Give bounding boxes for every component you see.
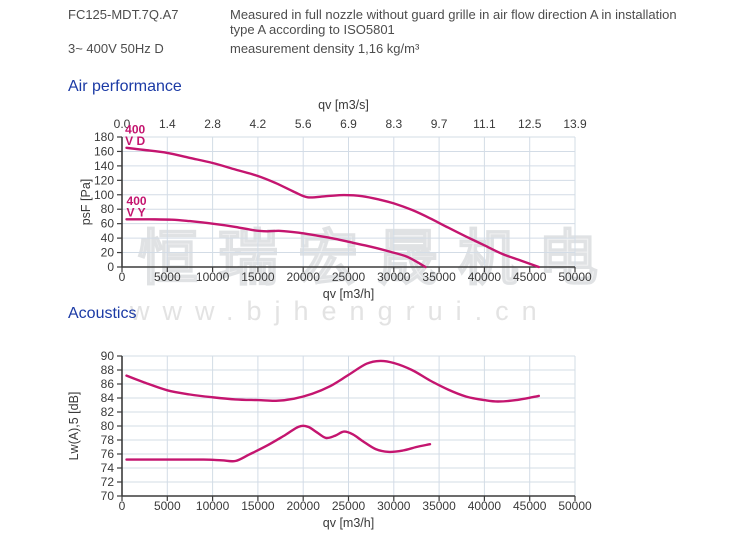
svg-text:45000: 45000: [513, 499, 547, 513]
svg-text:2.8: 2.8: [204, 117, 221, 131]
svg-text:180: 180: [94, 130, 114, 144]
curve-400-v-y: [125, 218, 427, 269]
model-number: FC125-MDT.7Q.A7: [68, 7, 179, 22]
svg-text:160: 160: [94, 144, 114, 158]
svg-text:5000: 5000: [154, 270, 181, 284]
svg-text:25000: 25000: [332, 499, 366, 513]
svg-text:50000: 50000: [558, 270, 592, 284]
svg-text:25000: 25000: [332, 270, 366, 284]
measurement-note-line2: type A according to ISO5801: [230, 22, 395, 37]
svg-text:100: 100: [94, 188, 114, 202]
svg-text:20000: 20000: [287, 270, 321, 284]
measurement-note-line1: Measured in full nozzle without guard gr…: [230, 7, 677, 22]
svg-text:8.3: 8.3: [385, 117, 402, 131]
svg-text:35000: 35000: [422, 270, 456, 284]
svg-text:V Y: V Y: [127, 205, 146, 219]
svg-text:76: 76: [101, 447, 115, 461]
svg-text:72: 72: [101, 475, 115, 489]
svg-text:1.4: 1.4: [159, 117, 176, 131]
svg-text:78: 78: [101, 433, 115, 447]
svg-text:6.9: 6.9: [340, 117, 357, 131]
svg-text:13.9: 13.9: [563, 117, 587, 131]
svg-text:40000: 40000: [468, 499, 502, 513]
svg-text:20000: 20000: [287, 499, 321, 513]
svg-text:5.6: 5.6: [295, 117, 312, 131]
svg-text:qv [m3/h]: qv [m3/h]: [323, 516, 374, 530]
watermark-chinese: 恒瑞宏晟机电: [137, 224, 618, 292]
svg-text:0: 0: [119, 270, 126, 284]
svg-text:11.1: 11.1: [473, 117, 496, 131]
svg-text:35000: 35000: [422, 499, 456, 513]
svg-text:15000: 15000: [241, 499, 275, 513]
svg-text:70: 70: [101, 489, 115, 503]
svg-text:30000: 30000: [377, 499, 411, 513]
density-note: measurement density 1,16 kg/m³: [230, 41, 420, 56]
svg-text:Lw(A),5 [dB]: Lw(A),5 [dB]: [67, 392, 81, 461]
svg-text:50000: 50000: [558, 499, 592, 513]
svg-text:V D: V D: [125, 134, 145, 148]
svg-text:40: 40: [101, 231, 115, 245]
svg-text:psF [Pa]: psF [Pa]: [79, 179, 93, 226]
svg-text:12.5: 12.5: [518, 117, 542, 131]
svg-text:20: 20: [101, 246, 115, 260]
svg-text:60: 60: [101, 217, 115, 231]
svg-text:qv [m3/s]: qv [m3/s]: [318, 98, 369, 112]
svg-text:88: 88: [101, 363, 115, 377]
svg-text:86: 86: [101, 377, 115, 391]
curve-400-v-y: [125, 424, 432, 463]
svg-text:15000: 15000: [241, 270, 275, 284]
air-performance-chart: 02040608010012014016018000.050001.410000…: [79, 98, 592, 301]
section-title-acoustics: Acoustics: [68, 305, 137, 322]
svg-text:45000: 45000: [513, 270, 547, 284]
svg-text:120: 120: [94, 173, 114, 187]
section-title-air-performance: Air performance: [68, 78, 182, 95]
svg-text:9.7: 9.7: [431, 117, 448, 131]
svg-text:400: 400: [125, 122, 145, 136]
svg-text:10000: 10000: [196, 270, 230, 284]
watermark-url: www.bjhengrui.cn: [130, 296, 550, 326]
svg-text:40000: 40000: [468, 270, 502, 284]
measurement-note: Measured in full nozzle without guard gr…: [230, 7, 677, 37]
svg-text:0: 0: [119, 499, 126, 513]
curve-400-v-d: [125, 359, 540, 403]
svg-text:0.0: 0.0: [114, 117, 131, 131]
svg-text:400: 400: [127, 194, 147, 208]
svg-text:80: 80: [101, 419, 115, 433]
svg-text:10000: 10000: [196, 499, 230, 513]
svg-text:80: 80: [101, 202, 115, 216]
svg-text:4.2: 4.2: [250, 117, 267, 131]
curve-400-v-d: [125, 146, 540, 269]
svg-text:5000: 5000: [154, 499, 181, 513]
svg-text:90: 90: [101, 349, 115, 363]
svg-text:0: 0: [107, 260, 114, 274]
svg-text:82: 82: [101, 405, 115, 419]
svg-text:84: 84: [101, 391, 115, 405]
svg-text:qv [m3/h]: qv [m3/h]: [323, 287, 374, 301]
svg-text:140: 140: [94, 159, 114, 173]
voltage-spec: 3~ 400V 50Hz D: [68, 41, 164, 56]
svg-text:74: 74: [101, 461, 115, 475]
svg-text:30000: 30000: [377, 270, 411, 284]
